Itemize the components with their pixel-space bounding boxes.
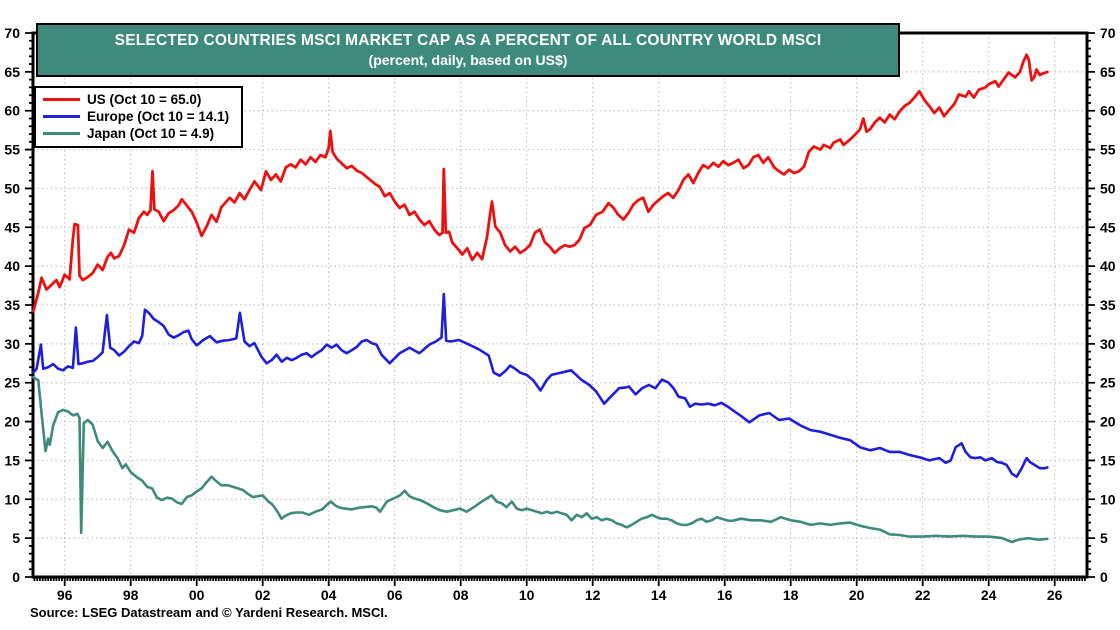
y-tick-label-right: 20 xyxy=(1100,414,1116,430)
x-tick-label: 96 xyxy=(57,587,73,603)
y-tick-label-right: 60 xyxy=(1100,103,1116,119)
y-tick-label-left: 35 xyxy=(4,297,20,313)
legend-label-europe: Europe (Oct 10 = 14.1) xyxy=(87,109,230,124)
y-tick-label-left: 10 xyxy=(4,491,20,507)
y-tick-label-left: 40 xyxy=(4,258,20,274)
y-tick-label-right: 25 xyxy=(1100,375,1116,391)
x-tick-label: 22 xyxy=(915,587,931,603)
y-tick-label-left: 55 xyxy=(4,142,20,158)
x-tick-label: 16 xyxy=(717,587,733,603)
y-tick-label-right: 5 xyxy=(1100,530,1108,546)
y-tick-label-left: 15 xyxy=(4,452,20,468)
y-tick-label-right: 40 xyxy=(1100,258,1116,274)
y-tick-label-left: 20 xyxy=(4,414,20,430)
y-tick-label-left: 65 xyxy=(4,64,20,80)
x-tick-label: 24 xyxy=(981,587,997,603)
x-tick-label: 10 xyxy=(519,587,535,603)
y-tick-label-right: 10 xyxy=(1100,491,1116,507)
chart-title-bar: SELECTED COUNTRIES MSCI MARKET CAP AS A … xyxy=(36,23,900,77)
japan-line-swatch xyxy=(43,132,80,135)
x-tick-label: 18 xyxy=(783,587,799,603)
legend-item-europe: Europe (Oct 10 = 14.1) xyxy=(43,108,229,125)
x-tick-label: 98 xyxy=(123,587,139,603)
x-tick-label: 20 xyxy=(849,587,865,603)
chart-legend: US (Oct 10 = 65.0) Europe (Oct 10 = 14.1… xyxy=(34,86,244,148)
x-tick-label: 14 xyxy=(651,587,667,603)
y-tick-label-right: 35 xyxy=(1100,297,1116,313)
x-tick-label: 12 xyxy=(585,587,601,603)
us-line-swatch xyxy=(43,98,80,101)
chart-subtitle: (percent, daily, based on US$) xyxy=(368,52,568,68)
y-tick-label-right: 45 xyxy=(1100,219,1116,235)
x-tick-label: 04 xyxy=(321,587,337,603)
y-tick-label-right: 30 xyxy=(1100,336,1116,352)
y-tick-label-left: 45 xyxy=(4,219,20,235)
y-tick-label-right: 50 xyxy=(1100,180,1116,196)
y-tick-label-right: 0 xyxy=(1100,569,1108,585)
y-tick-label-left: 70 xyxy=(4,25,20,41)
legend-label-us: US (Oct 10 = 65.0) xyxy=(87,92,202,107)
legend-label-japan: Japan (Oct 10 = 4.9) xyxy=(87,126,215,141)
y-tick-label-right: 15 xyxy=(1100,452,1116,468)
axis-ticks xyxy=(25,32,1095,586)
x-tick-label: 02 xyxy=(255,587,271,603)
legend-item-japan: Japan (Oct 10 = 4.9) xyxy=(43,125,229,142)
europe-line-swatch xyxy=(43,115,80,118)
x-tick-label: 06 xyxy=(387,587,403,603)
japan-series-line xyxy=(31,376,1049,544)
y-tick-label-left: 30 xyxy=(4,336,20,352)
y-tick-label-left: 25 xyxy=(4,375,20,391)
x-tick-label: 00 xyxy=(189,587,205,603)
us-series-line xyxy=(31,53,1049,313)
x-tick-label: 26 xyxy=(1047,587,1063,603)
chart-title: SELECTED COUNTRIES MSCI MARKET CAP AS A … xyxy=(114,32,822,49)
y-tick-label-left: 50 xyxy=(4,180,20,196)
y-tick-label-right: 55 xyxy=(1100,142,1116,158)
y-tick-label-left: 0 xyxy=(12,569,20,585)
y-tick-label-left: 5 xyxy=(12,530,20,546)
legend-item-us: US (Oct 10 = 65.0) xyxy=(43,91,229,108)
y-tick-label-right: 65 xyxy=(1100,64,1116,80)
y-tick-label-left: 60 xyxy=(4,103,20,119)
x-tick-label: 08 xyxy=(453,587,469,603)
europe-series-line xyxy=(31,292,1049,478)
y-tick-label-right: 70 xyxy=(1100,25,1116,41)
source-note: Source: LSEG Datastream and © Yardeni Re… xyxy=(30,605,388,620)
